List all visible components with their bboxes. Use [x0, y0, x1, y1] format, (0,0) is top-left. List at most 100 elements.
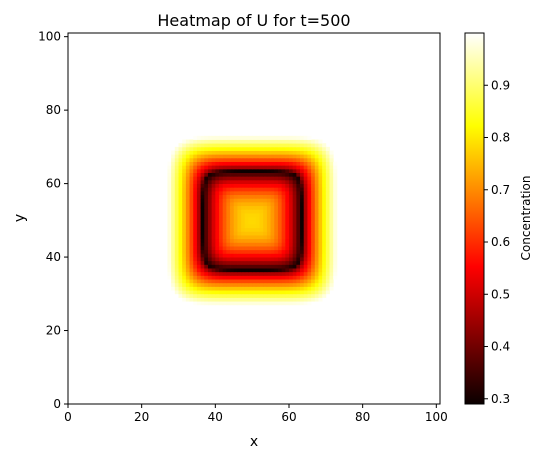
heatmap-cell [329, 205, 334, 210]
heatmap-cell [233, 249, 238, 254]
heatmap-cell [219, 198, 224, 203]
heatmap-cell [174, 212, 179, 218]
heatmap-cell [314, 205, 319, 210]
heatmap-cell [193, 271, 198, 276]
heatmap-cell [207, 271, 213, 276]
heatmap-cell [274, 168, 279, 173]
heatmap-cell [311, 297, 316, 302]
heatmap-cell [193, 216, 198, 221]
heatmap-cell [259, 238, 264, 243]
x-tick-label: 0 [64, 410, 72, 424]
heatmap-cell [233, 139, 238, 144]
heatmap-cell [333, 260, 338, 265]
heatmap-cell [233, 154, 238, 159]
heatmap-cell [252, 154, 257, 159]
heatmap-cell [281, 198, 286, 203]
heatmap-cell [207, 224, 213, 229]
heatmap-cell [196, 271, 201, 276]
heatmap-cell [241, 297, 246, 302]
heatmap-cell [300, 220, 305, 225]
heatmap-cell [263, 249, 268, 254]
heatmap-cell [189, 249, 194, 254]
heatmap-cell [230, 290, 235, 295]
heatmap-cell [219, 224, 224, 229]
heatmap-cell [307, 179, 312, 184]
heatmap-cell [196, 290, 201, 295]
heatmap-cell [255, 154, 260, 159]
heatmap-cell [292, 205, 297, 210]
heatmap-cell [325, 168, 330, 173]
heatmap-cell [329, 154, 334, 159]
heatmap-cell [171, 253, 176, 258]
heatmap-cell [318, 179, 323, 184]
heatmap-cell [270, 205, 275, 210]
heatmap-cell [311, 190, 316, 196]
heatmap-cell [263, 290, 268, 295]
heatmap-cell [182, 238, 187, 243]
heatmap-cell [244, 264, 249, 269]
heatmap-cell [296, 146, 301, 151]
heatmap-cell [233, 235, 238, 240]
heatmap-cell [219, 279, 224, 284]
heatmap-cell [270, 135, 275, 140]
heatmap-cell [296, 279, 301, 284]
heatmap-cell [259, 183, 264, 188]
heatmap-cell [314, 246, 319, 251]
heatmap-cell [204, 264, 209, 269]
heatmap-cell [248, 253, 253, 258]
heatmap-cell [219, 194, 224, 199]
heatmap-cell [196, 201, 201, 207]
heatmap-cell [248, 242, 253, 247]
heatmap-cell [322, 157, 327, 162]
heatmap-cell [274, 183, 279, 188]
heatmap-cell [270, 194, 275, 199]
heatmap-cell [259, 249, 264, 254]
heatmap-cell [325, 154, 330, 159]
heatmap-cell [244, 172, 249, 177]
plot-frame [67, 32, 441, 405]
heatmap-cell [270, 286, 275, 291]
heatmap-cell [296, 275, 301, 280]
heatmap-cell [318, 246, 323, 251]
heatmap-cell [167, 257, 172, 262]
heatmap-cell [185, 257, 190, 262]
heatmap-cell [189, 172, 194, 177]
heatmap-cell [311, 146, 316, 151]
heatmap-cell [329, 246, 334, 251]
heatmap-cell [296, 231, 301, 236]
heatmap-cell [219, 290, 224, 295]
heatmap-cell [274, 165, 279, 170]
heatmap-cell [255, 290, 260, 295]
heatmap-cell [211, 220, 216, 225]
heatmap-cell [252, 238, 257, 243]
heatmap-cell [303, 264, 308, 269]
heatmap-cell [215, 275, 220, 280]
heatmap-cell [211, 290, 216, 295]
heatmap-cell [318, 201, 323, 207]
heatmap-cell [311, 150, 316, 155]
heatmap-cell [215, 198, 220, 203]
heatmap-cell [252, 271, 257, 276]
heatmap-cell [303, 190, 308, 196]
heatmap-cell [270, 282, 275, 287]
heatmap-cell [222, 190, 227, 196]
heatmap-cell [219, 249, 224, 254]
heatmap-cell [259, 286, 264, 291]
heatmap-cell [322, 150, 327, 155]
heatmap-cell [200, 224, 205, 229]
heatmap-cell [325, 176, 330, 181]
heatmap-cell [219, 268, 224, 273]
heatmap-cell [207, 198, 213, 203]
heatmap-cell [207, 205, 213, 210]
heatmap-cell [318, 271, 323, 276]
heatmap-cell [325, 224, 330, 229]
heatmap-cell [204, 260, 209, 265]
heatmap-cell [230, 227, 235, 232]
heatmap-cell [207, 194, 213, 199]
heatmap-cell [237, 238, 242, 243]
y-axis-label: y [12, 214, 28, 222]
heatmap-cell [233, 150, 238, 155]
heatmap-cell [230, 286, 235, 291]
heatmap-cell [266, 224, 271, 229]
heatmap-cell [207, 238, 213, 243]
